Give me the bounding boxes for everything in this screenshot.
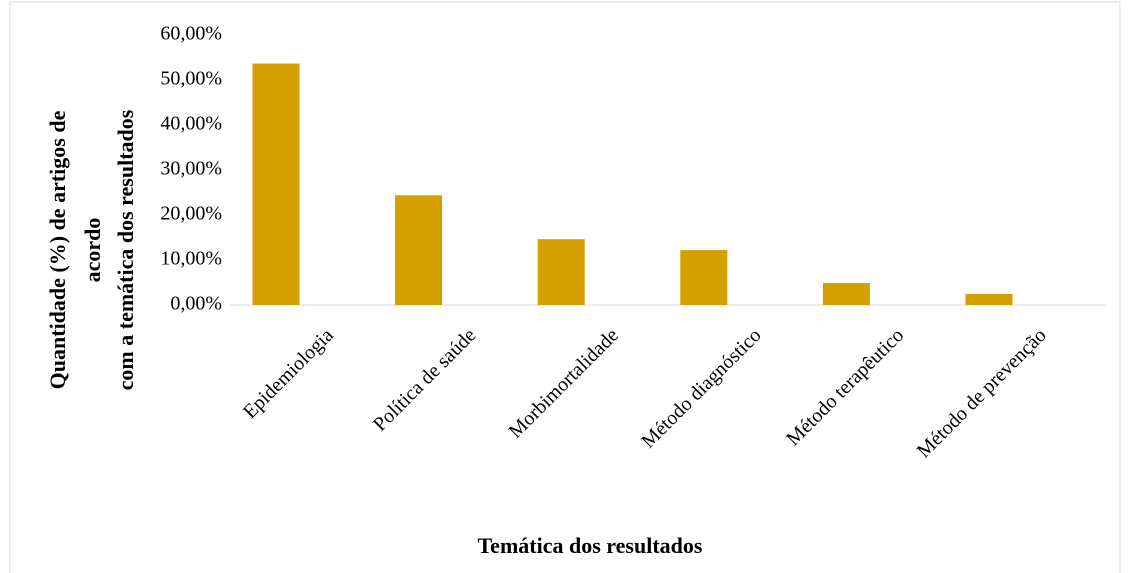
x-tick-label: Método de prevenção [913,324,1051,462]
x-tick-label: Política de saúde [369,324,480,435]
y-tick-label: 20,00% [160,203,222,225]
y-tick-label: 50,00% [160,68,222,90]
x-axis-title: Temática dos resultados [478,533,703,558]
y-tick-label: 60,00% [160,23,222,45]
y-tick-label: 10,00% [160,248,222,270]
y-tick-label: 0,00% [170,293,222,315]
y-axis-title: Quantidade (%) de artigos de acordo com … [45,109,138,390]
bar [822,283,870,305]
y-tick-label: 40,00% [160,113,222,135]
x-tick-label: Método diagnóstico [637,324,765,452]
y-tick-label: 30,00% [160,158,222,180]
bar [965,294,1013,305]
x-tick-label: Epidemiologia [239,324,338,423]
bar [680,250,728,305]
y-axis-title-line: Quantidade (%) de artigos de [45,110,70,389]
x-tick-label: Morbimortalidade [505,324,624,443]
y-axis-title-line: com a temática dos resultados [113,109,138,390]
bar [252,63,300,305]
x-tick-label: Método terapêutico [782,324,908,450]
chart-border [9,1,1121,573]
bar [537,239,585,305]
bar [395,195,443,305]
y-axis-title-line: acordo [80,218,105,283]
